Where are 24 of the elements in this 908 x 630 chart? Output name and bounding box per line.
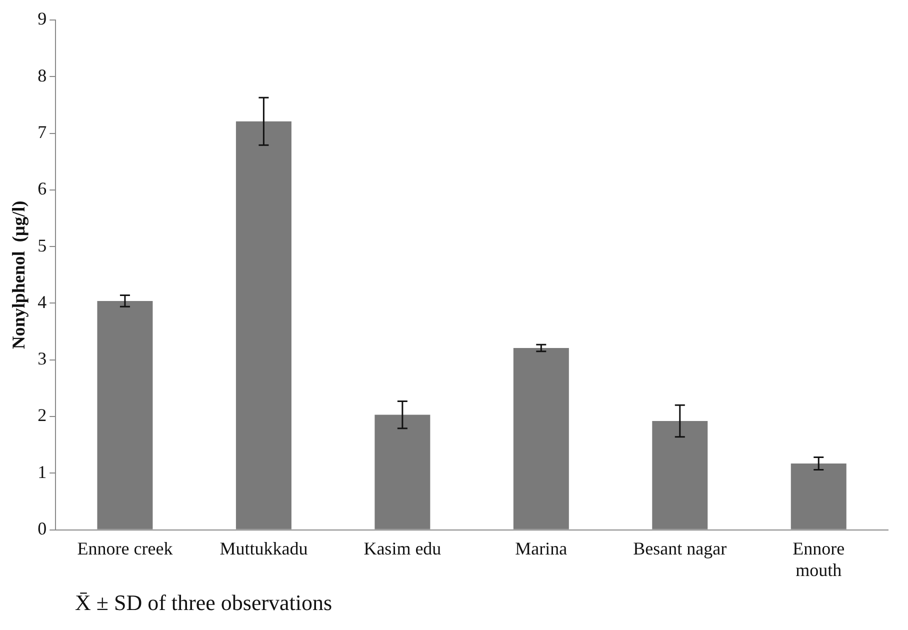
y-tick-label: 6 (38, 178, 47, 199)
x-tick-label: Muttukkadu (220, 538, 308, 558)
x-tick-label: Kasim edu (364, 538, 442, 558)
bar (513, 348, 569, 530)
x-tick-label: Marina (515, 538, 568, 558)
y-tick-label: 3 (38, 348, 47, 369)
bar (790, 464, 846, 530)
bar (236, 121, 292, 530)
y-tick-label: 5 (38, 235, 47, 256)
x-tick-label: Ennore mouth (792, 538, 845, 580)
y-tick-label: 9 (38, 8, 47, 29)
x-tick-label: Ennore creek (77, 538, 173, 558)
y-tick-label: 2 (38, 405, 47, 426)
y-tick-label: 1 (38, 462, 47, 482)
bar (97, 300, 153, 530)
x-tick-label: Besant nagar (633, 538, 727, 558)
y-tick-label: 4 (38, 292, 47, 312)
y-axis-title: Nonylphenol (µg/l) (8, 200, 28, 350)
y-tick-label: 0 (38, 518, 47, 539)
y-tick-label: 8 (38, 65, 47, 86)
y-tick-label: 7 (38, 122, 47, 142)
bar (374, 414, 430, 530)
bar (652, 421, 708, 530)
text: X̄ ± SD of three observations (75, 590, 332, 616)
